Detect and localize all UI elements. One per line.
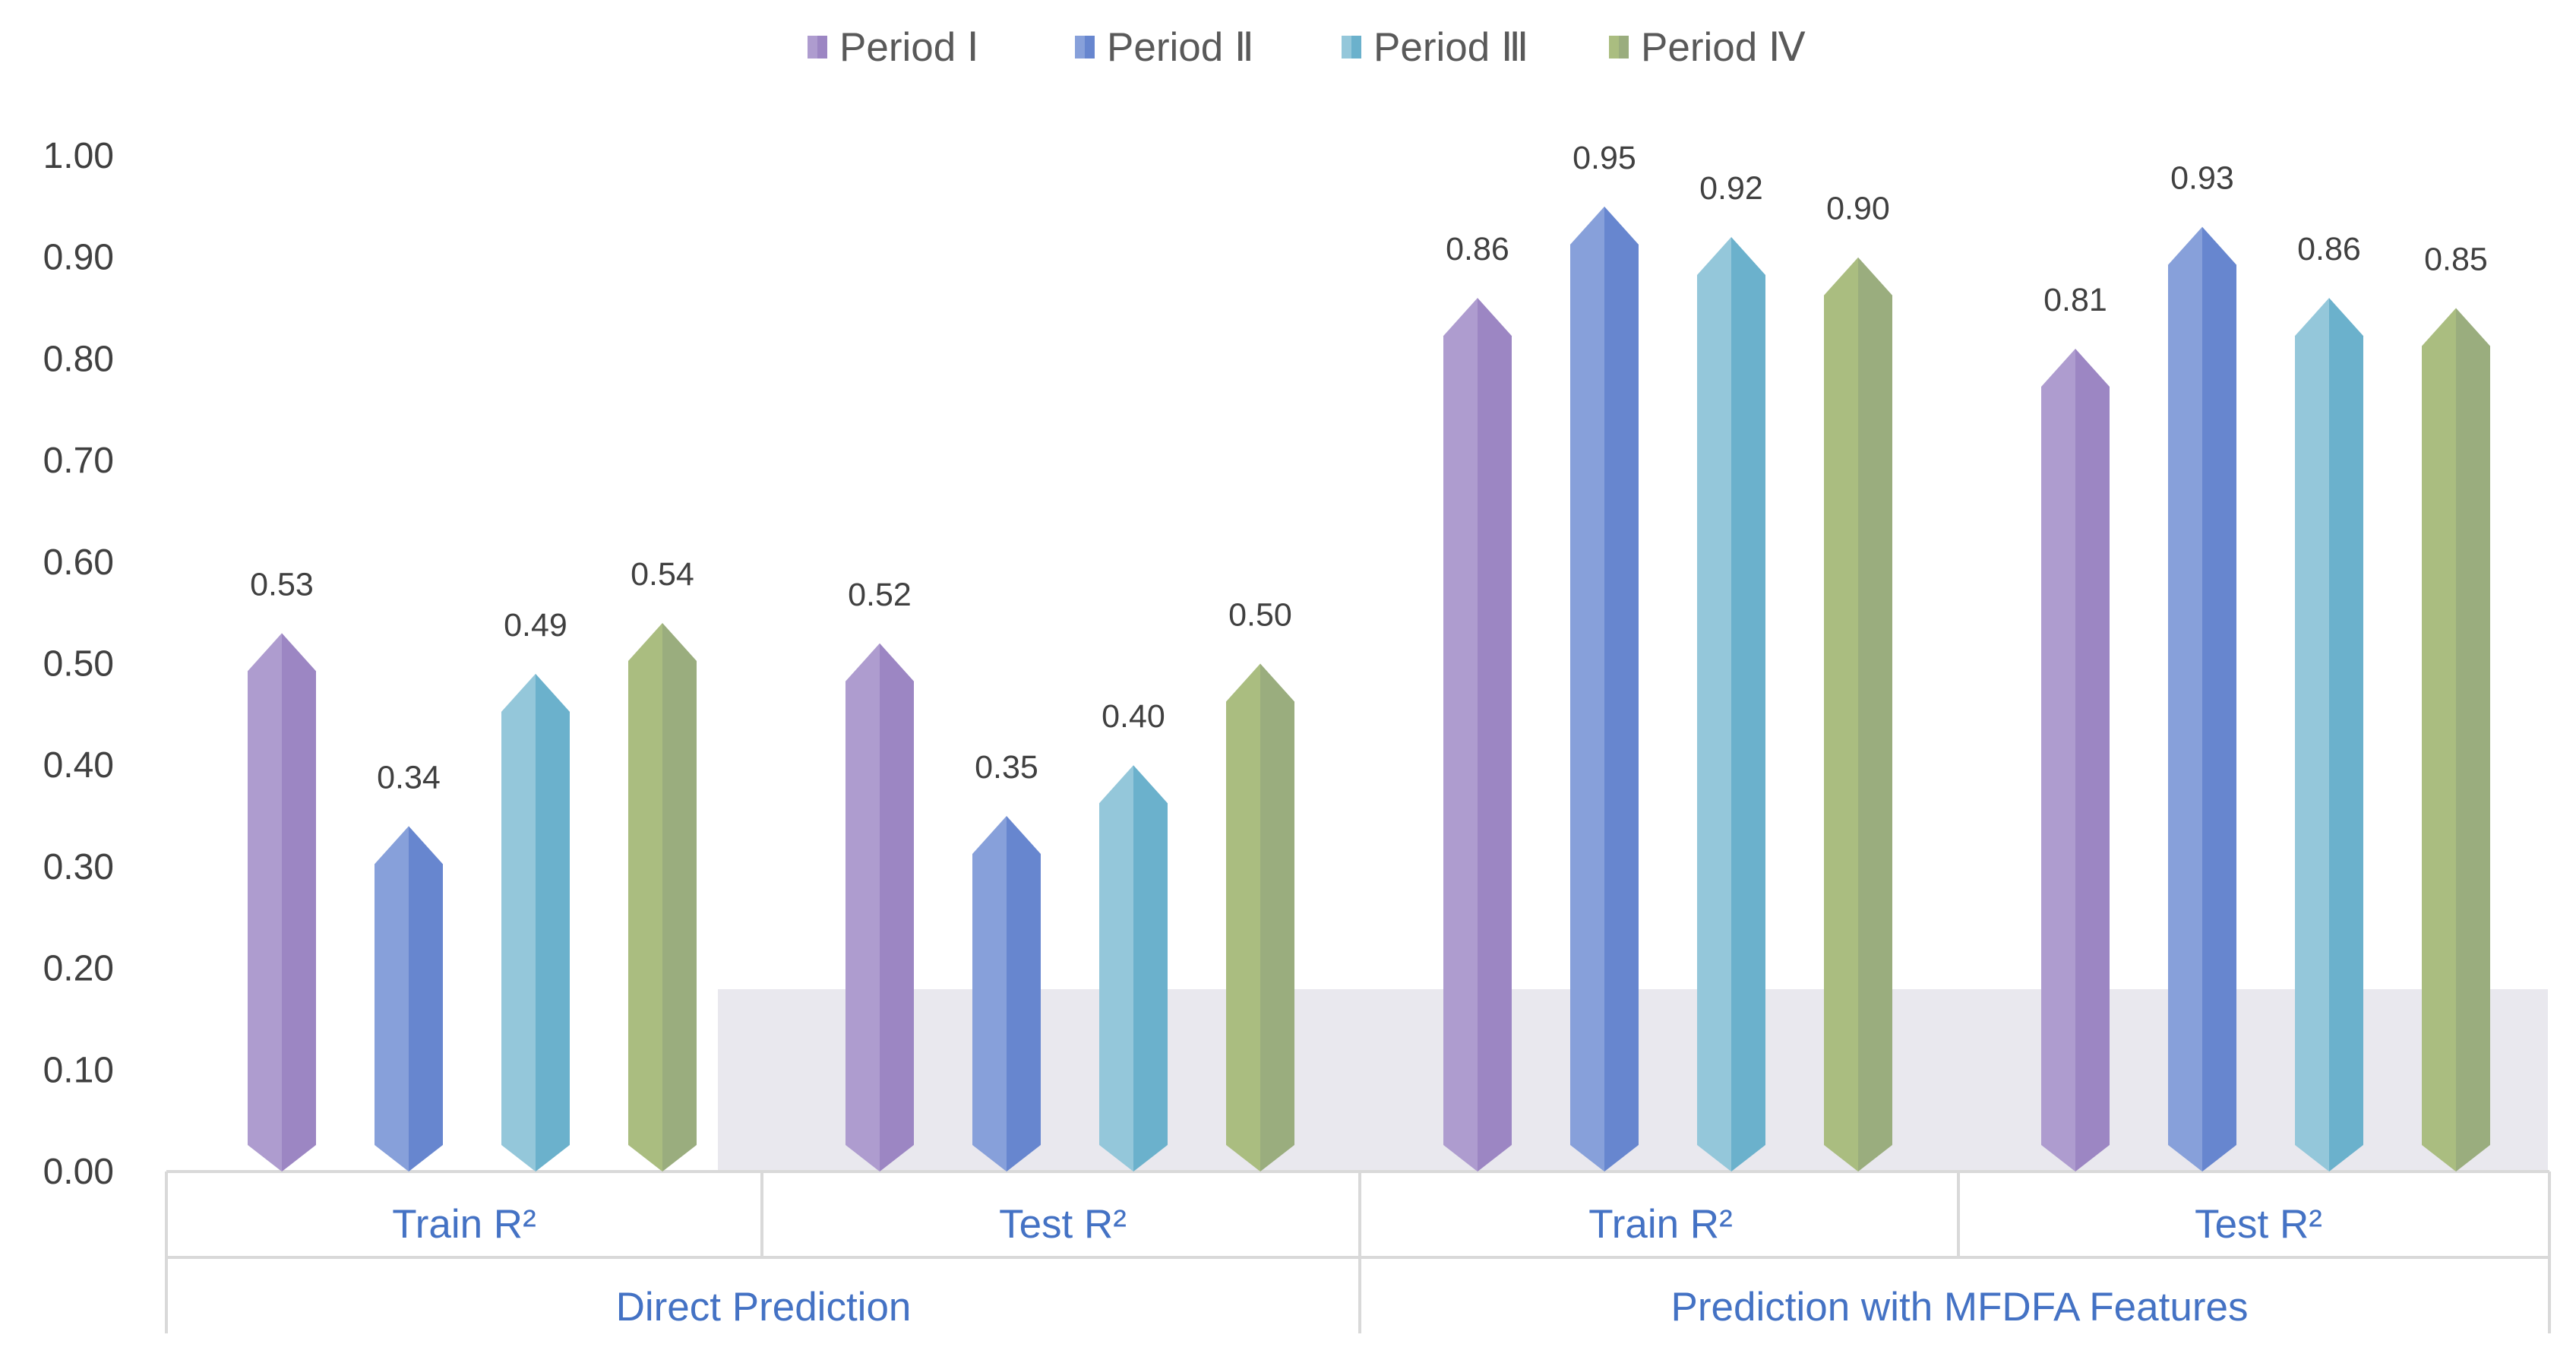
category-group-label: Direct Prediction xyxy=(616,1285,912,1330)
category-group-label: Prediction with MFDFA Features xyxy=(1671,1285,2249,1330)
legend-label: Period Ⅱ xyxy=(1107,25,1254,70)
data-label: 0.93 xyxy=(2170,160,2234,197)
bar-face-right xyxy=(1260,663,1294,1172)
y-tick-label: 0.10 xyxy=(43,1050,114,1090)
legend-swatch-shade xyxy=(1351,36,1361,59)
bar xyxy=(2041,349,2110,1172)
data-label: 0.81 xyxy=(2043,282,2107,318)
bar xyxy=(2295,298,2363,1172)
bar-face-left xyxy=(1226,663,1260,1172)
y-tick-label: 0.90 xyxy=(43,238,114,278)
bar-face-left xyxy=(1099,765,1133,1172)
y-tick-label: 0.20 xyxy=(43,949,114,989)
bar xyxy=(375,826,443,1172)
legend-item: Period Ⅲ xyxy=(1342,25,1528,70)
bar-face-left xyxy=(845,643,880,1172)
bar xyxy=(1824,257,1892,1172)
bar-face-right xyxy=(1133,765,1168,1172)
bar-face-left xyxy=(1443,298,1478,1172)
bar-face-right xyxy=(536,673,570,1172)
legend-item: Period Ⅰ xyxy=(808,25,979,70)
y-tick-label: 0.50 xyxy=(43,644,114,685)
bar-face-left xyxy=(2168,226,2202,1172)
data-label: 0.34 xyxy=(377,759,441,795)
data-label: 0.50 xyxy=(1228,597,1292,634)
data-label: 0.92 xyxy=(1699,170,1763,207)
y-tick-label: 0.00 xyxy=(43,1152,114,1192)
bar-face-left xyxy=(2041,349,2075,1172)
data-label: 0.49 xyxy=(504,607,567,644)
data-label: 0.52 xyxy=(848,577,912,613)
bar-face-right xyxy=(662,623,697,1172)
data-label: 0.35 xyxy=(975,749,1038,786)
data-label: 0.95 xyxy=(1572,140,1636,176)
bar-face-right xyxy=(1858,257,1892,1172)
bar-face-right xyxy=(282,633,316,1172)
y-tick-label: 1.00 xyxy=(43,136,114,176)
bar xyxy=(501,673,570,1172)
y-tick-label: 0.80 xyxy=(43,339,114,379)
bar-face-right xyxy=(2456,308,2490,1172)
data-label: 0.40 xyxy=(1102,698,1165,735)
bar-face-left xyxy=(1824,257,1858,1172)
data-label: 0.86 xyxy=(2297,231,2361,267)
category-label: Test R² xyxy=(2195,1202,2322,1247)
bar xyxy=(1226,663,1294,1172)
data-label: 0.86 xyxy=(1446,231,1509,267)
bar-face-left xyxy=(1570,206,1604,1172)
legend-swatch-shade xyxy=(1619,36,1629,59)
y-tick-label: 0.30 xyxy=(43,847,114,887)
data-label: 0.90 xyxy=(1826,191,1890,227)
bar-face-left xyxy=(2295,298,2329,1172)
bar xyxy=(2168,226,2236,1172)
category-label: Train R² xyxy=(392,1202,536,1247)
bar-face-left xyxy=(375,826,409,1172)
y-tick-label: 0.70 xyxy=(43,441,114,481)
bar xyxy=(248,633,316,1172)
category-label: Test R² xyxy=(999,1202,1127,1247)
bar-face-right xyxy=(1478,298,1512,1172)
bar xyxy=(2422,308,2490,1172)
bar-face-right xyxy=(409,826,443,1172)
category-label: Train R² xyxy=(1588,1202,1732,1247)
legend-swatch xyxy=(1342,36,1351,59)
bar xyxy=(628,623,697,1172)
legend-item: Period Ⅳ xyxy=(1609,25,1806,70)
bar xyxy=(972,816,1041,1172)
legend-swatch xyxy=(1075,36,1085,59)
bar-face-right xyxy=(1007,816,1041,1172)
bar-face-left xyxy=(628,623,662,1172)
bar-face-right xyxy=(2329,298,2363,1172)
legend-item: Period Ⅱ xyxy=(1075,25,1254,70)
legend-swatch xyxy=(808,36,817,59)
bar xyxy=(1697,236,1765,1172)
legend-swatch-shade xyxy=(1085,36,1095,59)
y-tick-label: 0.40 xyxy=(43,745,114,786)
legend-label: Period Ⅲ xyxy=(1373,25,1528,70)
bar-face-right xyxy=(2075,349,2110,1172)
bar-face-left xyxy=(501,673,536,1172)
bar-face-right xyxy=(880,643,914,1172)
data-label: 0.53 xyxy=(250,566,314,602)
data-label: 0.54 xyxy=(631,556,694,593)
y-tick-label: 0.60 xyxy=(43,542,114,583)
bar xyxy=(845,643,914,1172)
data-label: 0.85 xyxy=(2424,242,2488,278)
bar-face-right xyxy=(1731,236,1765,1172)
bar xyxy=(1443,298,1512,1172)
bar-face-left xyxy=(2422,308,2456,1172)
bar-face-left xyxy=(248,633,282,1172)
bar-face-right xyxy=(1604,206,1639,1172)
legend-swatch-shade xyxy=(817,36,827,59)
legend-label: Period Ⅰ xyxy=(839,25,979,70)
legend-label: Period Ⅳ xyxy=(1641,25,1806,70)
bar xyxy=(1570,206,1639,1172)
bar-face-left xyxy=(1697,236,1731,1172)
legend-swatch xyxy=(1609,36,1619,59)
bar xyxy=(1099,765,1168,1172)
bar-face-right xyxy=(2202,226,2236,1172)
bar-face-left xyxy=(972,816,1007,1172)
